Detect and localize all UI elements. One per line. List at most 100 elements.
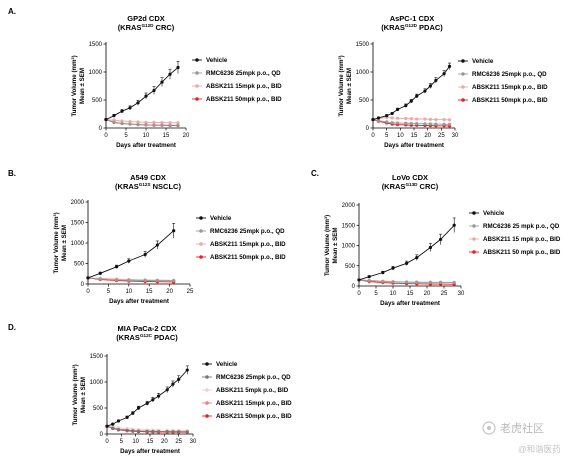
data-point xyxy=(155,279,159,283)
legend-label: RMC6236 25mpk p.o., QD xyxy=(472,71,547,78)
x-axis-title: Days after treatment xyxy=(109,298,169,305)
x-tick-label: 25 xyxy=(441,291,448,297)
data-point xyxy=(428,280,432,284)
watermark-logo-dot xyxy=(487,426,491,430)
data-point xyxy=(381,271,385,275)
legend-marker xyxy=(195,84,199,88)
subtitle-prefix: (KRAS xyxy=(115,182,139,191)
subtitle-prefix: (KRAS xyxy=(382,182,406,191)
x-tick-label: 0 xyxy=(104,133,108,139)
x-tick-label: 15 xyxy=(407,291,414,297)
legend-label: ABSK211 50mpk p.o., BID xyxy=(216,413,292,420)
x-tick-label: 5 xyxy=(374,291,378,297)
data-point xyxy=(423,122,427,126)
data-point xyxy=(165,430,169,434)
data-point xyxy=(185,368,189,372)
data-point xyxy=(357,278,361,282)
data-point xyxy=(423,117,427,121)
x-tick-label: 10 xyxy=(143,133,150,139)
y-tick-label: 0 xyxy=(352,284,356,290)
chart-lovo: LoVo CDX(KRASG13D CRC) 0 500 1000 1500 2000 0 5… xyxy=(324,173,561,307)
data-point xyxy=(390,111,394,116)
data-point xyxy=(157,394,161,398)
y-axis-title: Tumor Volume (mm³) xyxy=(338,55,345,116)
data-point xyxy=(144,123,148,127)
data-point xyxy=(177,377,181,381)
legend-marker xyxy=(205,388,209,392)
subtitle-suffix: PDAC) xyxy=(417,23,443,32)
y-tick-label: 1000 xyxy=(71,241,85,247)
data-point xyxy=(428,245,432,250)
data-point xyxy=(404,121,408,125)
data-point xyxy=(165,388,169,392)
data-point xyxy=(171,430,175,434)
subtitle-prefix: (KRAS xyxy=(118,23,142,32)
chart-subtitle: (KRASG12D PDAC) xyxy=(381,23,443,32)
data-point xyxy=(125,415,129,419)
legend-marker xyxy=(461,98,465,102)
legend-marker xyxy=(195,58,199,62)
x-tick-label: 0 xyxy=(371,133,375,139)
subtitle-superscript: G12D xyxy=(141,23,154,28)
data-point xyxy=(111,422,115,426)
data-point xyxy=(371,118,375,122)
chart-subtitle: (KRASG12C PDAC) xyxy=(116,333,178,342)
legend: Vehicle RMC6236 25 mpk p.o., QD ABSK211 15… xyxy=(469,210,561,256)
data-point xyxy=(116,419,121,423)
chart-subtitle: (KRASG12D CRC) xyxy=(118,23,175,32)
data-point xyxy=(176,65,180,70)
series-0 xyxy=(371,62,452,122)
data-point xyxy=(143,278,147,283)
y-tick-label: 2000 xyxy=(342,203,356,209)
data-point xyxy=(172,279,176,283)
y-axis-subtitle: Mean ± SEM xyxy=(80,377,87,413)
legend-marker xyxy=(461,85,465,89)
data-point xyxy=(136,429,141,433)
legend-label: ABSK211 15mpk p.o., BID xyxy=(216,400,292,407)
legend-marker xyxy=(472,211,476,215)
legend: Vehicle RMC6236 25mpk p.o., QD ABSK211 15m… xyxy=(196,215,286,261)
data-point xyxy=(112,114,116,118)
data-point xyxy=(452,280,456,285)
legend-marker xyxy=(472,224,476,228)
y-tick-label: 1000 xyxy=(356,70,370,76)
legend-marker xyxy=(472,250,476,254)
chart-subtitle: (KRASG12S NSCLC) xyxy=(115,182,181,191)
x-tick-label: 10 xyxy=(125,289,132,295)
data-point xyxy=(452,223,456,227)
panel-label-b: B. xyxy=(8,169,16,178)
x-tick-label: 30 xyxy=(452,133,459,139)
legend-marker xyxy=(199,216,203,220)
data-point xyxy=(120,109,124,113)
y-axis-subtitle: Mean ± SEM xyxy=(61,225,68,261)
x-tick-label: 25 xyxy=(187,289,194,295)
legend-marker xyxy=(461,59,465,63)
chart-gp2d: GP2d CDX(KRASG12D CRC) 0 500 1000 1500 0 5 10 15… xyxy=(71,14,282,149)
legend: Vehicle RMC6236 25mpk p.o., QD ABSK211 15m… xyxy=(458,58,548,104)
data-point xyxy=(128,106,132,110)
data-point xyxy=(105,424,109,428)
x-tick-label: 10 xyxy=(390,291,397,297)
x-tick-label: 15 xyxy=(411,133,418,139)
y-tick-label: 2000 xyxy=(71,200,85,206)
series-line xyxy=(358,224,455,281)
watermark: 老虎社区 @和谐医药 xyxy=(482,421,561,454)
data-point xyxy=(160,120,164,125)
subtitle-suffix: CRC) xyxy=(417,182,438,191)
data-point xyxy=(415,94,419,98)
data-point xyxy=(155,243,159,247)
panel-label-c: C. xyxy=(311,169,319,178)
x-tick-label: 5 xyxy=(385,133,389,139)
x-tick-label: 5 xyxy=(107,289,111,295)
legend-label: RMC6236 25mpk p.o., QD xyxy=(206,70,281,77)
subtitle-prefix: (KRAS xyxy=(381,23,405,32)
data-point xyxy=(136,122,140,127)
legend-marker xyxy=(199,255,203,259)
legend-marker xyxy=(205,375,209,379)
legend-label: Vehicle xyxy=(472,58,494,65)
data-point xyxy=(112,120,116,124)
y-tick-label: 1500 xyxy=(89,42,103,48)
data-point xyxy=(442,122,446,126)
data-point xyxy=(376,119,381,123)
